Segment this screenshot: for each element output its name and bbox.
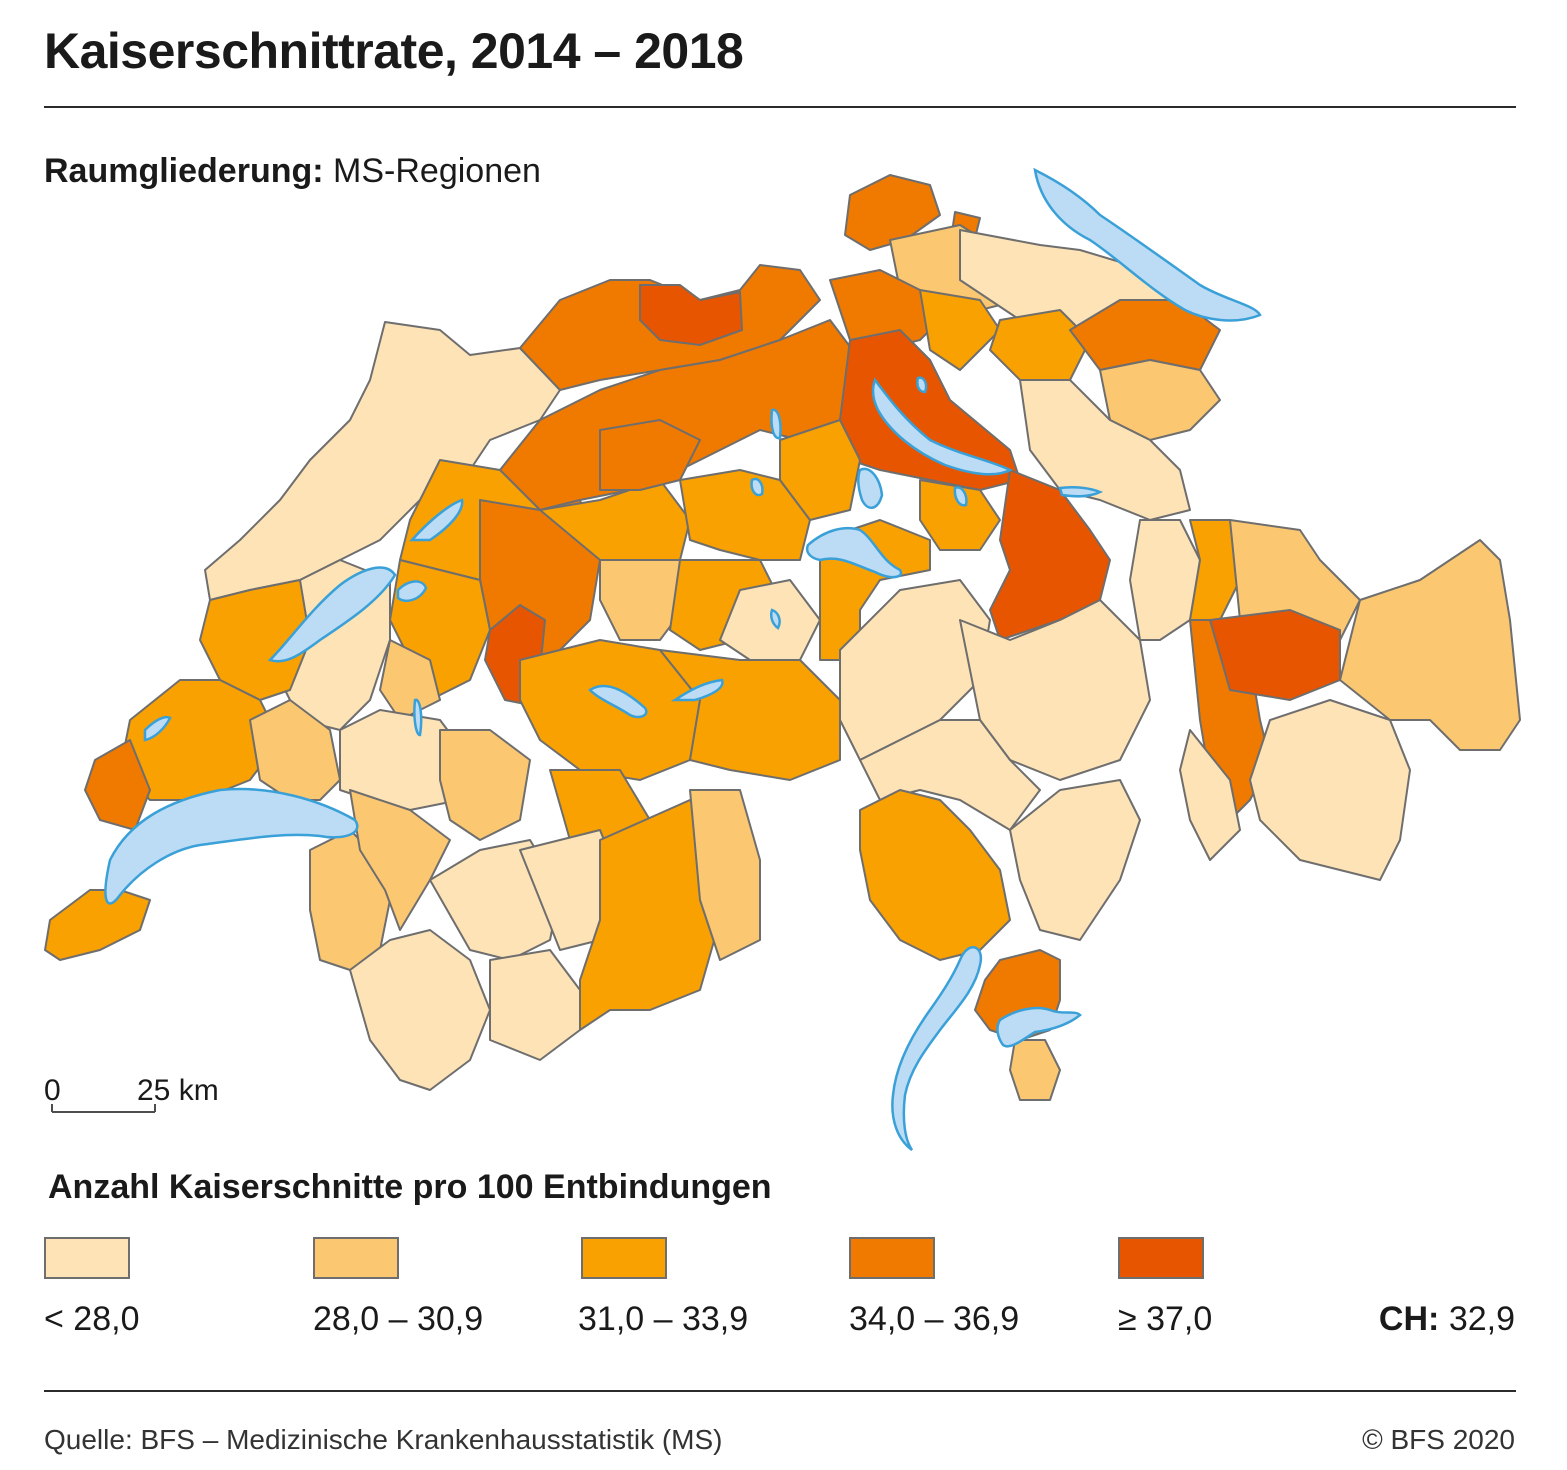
- lake-zug: [857, 467, 884, 509]
- region-mendrisio: [1009, 1039, 1061, 1101]
- region-lausanne: [249, 699, 341, 801]
- lake-hallwil: [770, 408, 782, 440]
- region-vaud-jura: [199, 579, 311, 701]
- lake-maggiore: [891, 946, 983, 1152]
- lake-joux: [143, 715, 172, 742]
- region-aigle: [349, 789, 451, 931]
- legend-label-1: < 28,0: [44, 1300, 140, 1338]
- legend-label-2: 28,0 – 30,9: [313, 1300, 484, 1338]
- lake-sempach: [750, 477, 764, 497]
- title-divider: [44, 106, 1516, 108]
- region-zug: [779, 419, 861, 521]
- legend-swatch-3: [581, 1237, 667, 1279]
- region-valais-bas: [349, 929, 491, 1091]
- legend-swatch-2: [313, 1237, 399, 1279]
- subtitle-value: MS-Regionen: [333, 152, 541, 190]
- lake-gruyere: [413, 698, 423, 737]
- region-luzern: [679, 469, 811, 561]
- lake-greifensee: [916, 376, 928, 394]
- region-engadin-ober: [1249, 699, 1411, 881]
- footer-divider: [44, 1390, 1516, 1392]
- legend-label-4: 34,0 – 36,9: [849, 1300, 1020, 1338]
- region-chur-rheintal: [1129, 519, 1201, 641]
- lake-sihl: [953, 486, 968, 507]
- region-schaffhausen: [844, 174, 941, 251]
- lake-lucerne: [805, 526, 903, 579]
- lake-walen: [1058, 485, 1104, 498]
- region-visp: [489, 949, 581, 1061]
- legend-label-5: ≥ 37,0: [1118, 1300, 1213, 1338]
- lake-lugano: [996, 1006, 1082, 1048]
- lake-leman: [104, 787, 359, 905]
- subtitle-label: Raumgliederung:: [44, 152, 324, 190]
- region-thun: [519, 639, 701, 781]
- region-geneve: [44, 889, 151, 961]
- region-interlaken: [659, 649, 841, 781]
- national-average-label: CH:: [1378, 1300, 1440, 1338]
- scale-bar-start: 0: [44, 1074, 61, 1107]
- region-engadin-unter: [1339, 539, 1521, 751]
- lake-zurich: [871, 377, 1013, 476]
- lake-brienz: [670, 678, 724, 702]
- lake-neuchatel: [267, 566, 397, 663]
- legend-label-3: 31,0 – 33,9: [578, 1300, 749, 1338]
- copyright: © BFS 2020: [1362, 1424, 1515, 1455]
- subtitle: Raumgliederung: MS-Regionen: [44, 152, 541, 191]
- region-saanen: [439, 729, 531, 841]
- lake-thun: [588, 684, 648, 719]
- region-basel-city: [639, 284, 743, 346]
- lake-murten: [396, 580, 428, 602]
- region-march: [919, 479, 1001, 551]
- region-toggenburg: [1019, 379, 1191, 521]
- legend-swatch-4: [849, 1237, 935, 1279]
- lake-biel: [409, 498, 464, 542]
- lake-sarnen: [770, 608, 781, 630]
- national-average: CH: 32,9: [1379, 1300, 1515, 1339]
- legend-swatch-1: [44, 1237, 130, 1279]
- region-uri: [839, 579, 991, 761]
- map-title: Kaiserschnittrate, 2014 – 2018: [44, 23, 744, 79]
- national-average-value: 32,9: [1448, 1300, 1515, 1338]
- legend-swatch-5: [1118, 1237, 1204, 1279]
- scale-bar-end: 25 km: [137, 1074, 219, 1107]
- region-albula: [1209, 609, 1341, 701]
- scale-bar: [51, 1104, 156, 1113]
- region-winterthur: [919, 289, 1001, 371]
- source-note: Quelle: BFS – Medizinische Krankenhausst…: [44, 1424, 723, 1455]
- region-goms: [689, 789, 761, 961]
- region-bergell: [1179, 729, 1241, 861]
- region-locarno: [859, 789, 1011, 961]
- legend-title: Anzahl Kaiserschnitte pro 100 Entbindung…: [48, 1168, 772, 1206]
- lake-constance: [1033, 167, 1262, 322]
- region-mesolcina: [1009, 779, 1141, 941]
